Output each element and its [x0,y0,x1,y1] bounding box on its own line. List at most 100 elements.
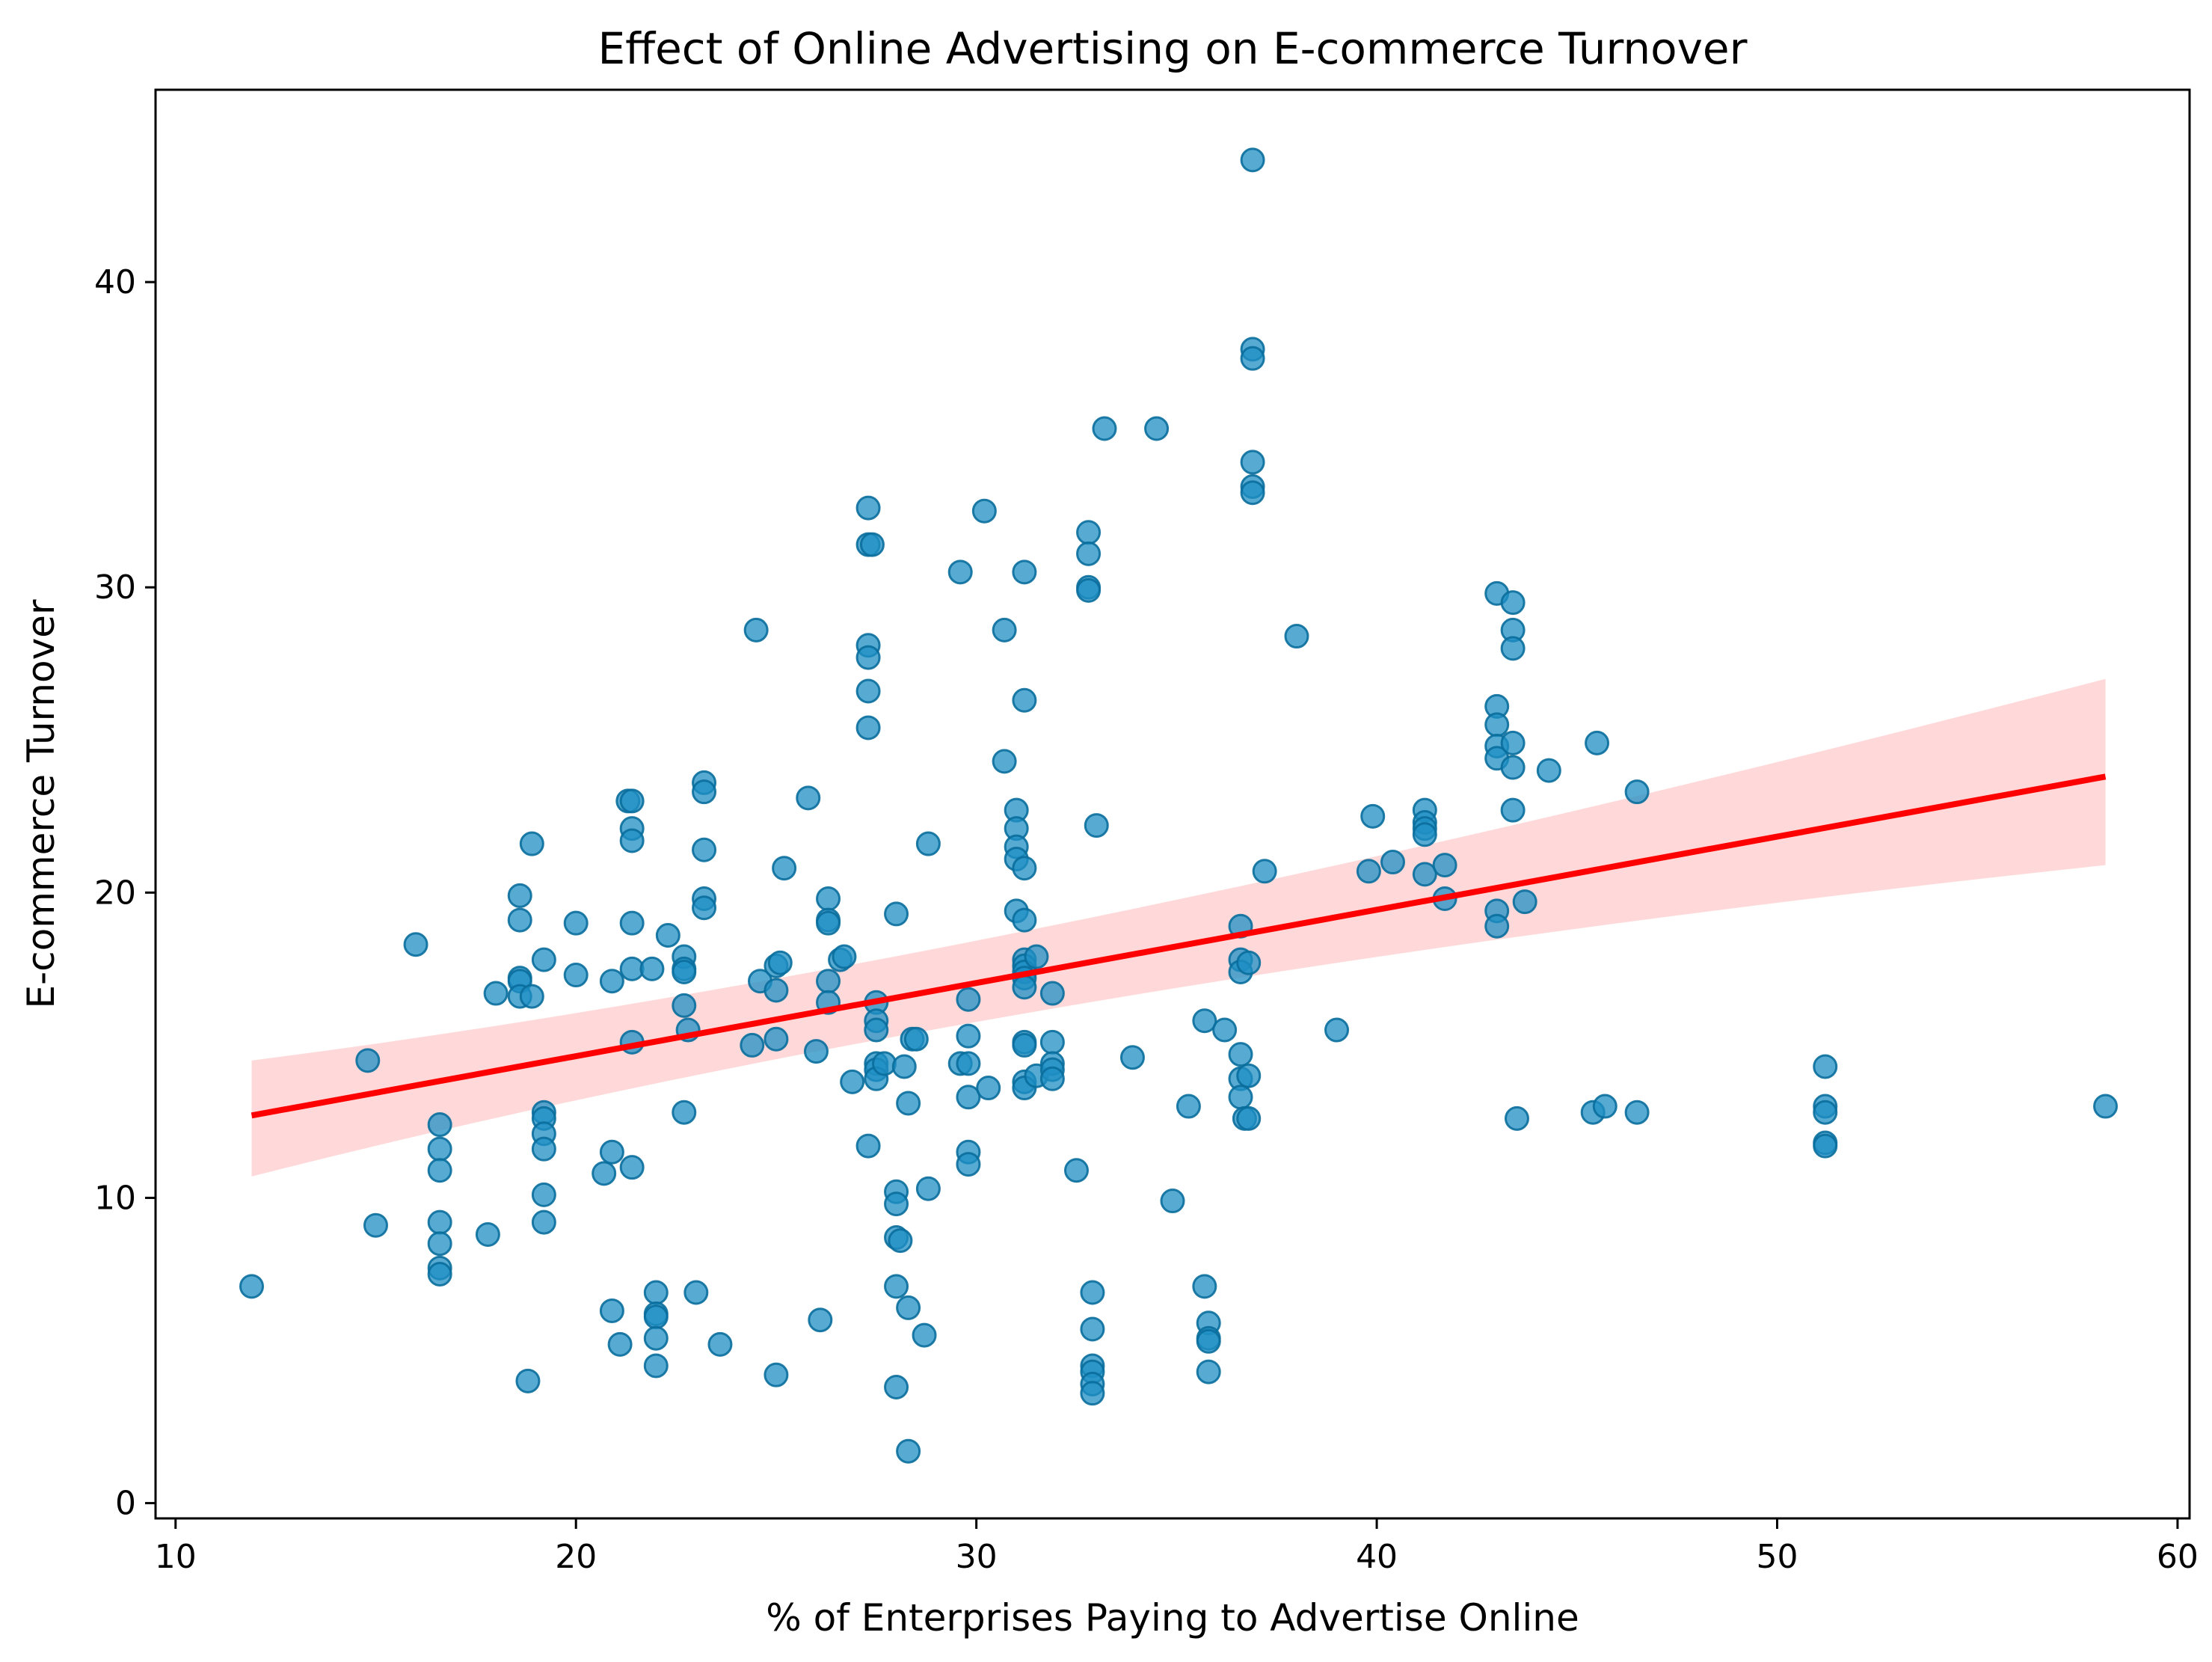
data-point [427,1231,452,1257]
data-point [507,883,532,908]
data-point [1012,975,1037,1000]
data-point [1160,1189,1185,1214]
data-point [515,1368,541,1393]
data-point [1144,416,1170,441]
data-point [915,831,941,856]
data-point [599,1139,624,1165]
data-point [1012,1032,1037,1058]
data-point [519,984,544,1009]
data-point [992,617,1017,643]
data-point [840,1069,865,1094]
data-point [1585,730,1610,755]
data-point [2093,1094,2119,1119]
data-point [483,981,509,1006]
data-point [599,969,624,994]
data-point [643,1304,669,1330]
data-point [1624,1100,1650,1125]
data-point [239,1274,265,1299]
data-point [1236,950,1262,975]
data-point [1624,779,1650,805]
data-point [1504,1106,1529,1131]
x-axis-label: % of Enterprises Paying to Advertise Onl… [766,1596,1579,1640]
data-point [1512,889,1537,915]
data-point [1813,1054,1838,1079]
data-point [1536,758,1561,783]
data-point [1012,856,1037,881]
data-point [1192,1008,1217,1034]
x-tick-label: 40 [1356,1538,1398,1576]
plot-frame [154,88,2191,1520]
data-point [1500,730,1526,755]
data-point [1592,1094,1617,1119]
data-point [643,1353,669,1379]
data-point [1012,687,1037,713]
data-point [563,963,589,988]
data-point [1012,559,1037,585]
data-point [1192,1274,1217,1299]
data-point [531,947,556,972]
data-point [1284,624,1309,649]
y-tick-label: 20 [94,874,136,912]
data-point [1240,147,1265,173]
data-point [816,886,841,912]
regression-line [251,773,2107,1119]
data-point [956,987,981,1012]
data-point [956,1085,981,1110]
data-point [803,1039,829,1064]
x-tick-label: 20 [555,1538,597,1576]
data-point [1240,480,1265,506]
y-tick-label: 10 [94,1179,136,1217]
data-point [764,978,789,1003]
data-point [403,932,428,957]
data-points-layer [239,147,2119,1464]
data-point [888,1228,913,1254]
data-point [427,1136,452,1162]
x-tick-label: 50 [1757,1538,1798,1576]
data-point [563,910,589,936]
data-point [1228,1085,1253,1110]
data-point [1484,913,1510,939]
data-point [672,959,697,984]
data-point [1176,1094,1201,1119]
chart-title: Effect of Online Advertising on E-commer… [598,23,1748,74]
data-point [1039,1029,1065,1055]
data-point [764,1362,789,1387]
data-point [1356,859,1381,884]
data-point [363,1212,388,1238]
data-point [884,1274,909,1299]
data-point [912,1322,937,1348]
data-point [855,645,881,670]
data-point [1092,416,1117,441]
data-point [855,678,881,704]
data-point [971,498,997,524]
y-axis-ticks: 0 10 20 30 40 [94,263,156,1523]
x-tick-label: 30 [956,1538,998,1576]
data-point [619,828,645,853]
data-point [683,1280,709,1305]
confidence-band-layer [251,678,2106,1177]
data-point [871,1051,897,1076]
data-point [1080,1316,1105,1342]
data-point [1012,907,1037,933]
y-tick-label: 0 [115,1485,136,1523]
data-point [859,532,885,557]
data-point [896,1438,921,1464]
data-point [643,1280,669,1305]
data-point [531,1136,556,1162]
data-point [1240,346,1265,371]
data-point [619,788,645,814]
data-point [1432,853,1457,878]
data-point [639,956,665,981]
data-point [1196,1359,1221,1385]
data-point [1212,1017,1238,1043]
data-point [976,1076,1001,1101]
x-axis-ticks: 10 20 30 40 50 60 [155,1518,2199,1576]
data-point [1236,1063,1262,1088]
data-point [956,1023,981,1049]
data-point [599,1298,624,1323]
data-point [1039,1066,1065,1091]
data-point [619,1155,645,1180]
data-point [1240,450,1265,475]
data-point [1236,1106,1262,1131]
data-point [884,1375,909,1400]
